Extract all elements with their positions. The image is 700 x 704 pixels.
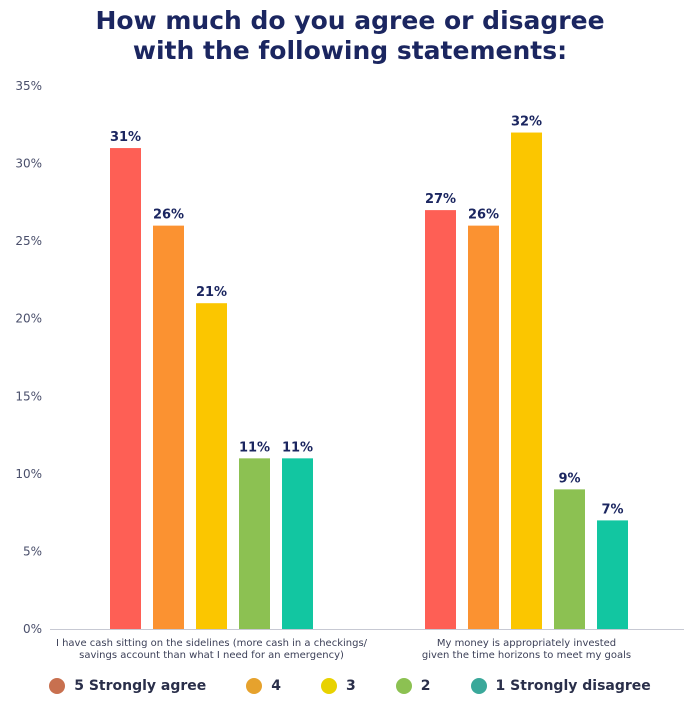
bar bbox=[282, 458, 313, 629]
bars bbox=[110, 132, 628, 630]
bar bbox=[425, 210, 456, 629]
legend-item: 1 Strongly disagree bbox=[470, 678, 651, 694]
y-tick-label: 0% bbox=[23, 622, 42, 636]
data-label: 31% bbox=[110, 130, 141, 145]
legend: 5 Strongly agree 4 3 2 1 Strongly disagree bbox=[0, 672, 700, 700]
y-tick-label: 5% bbox=[23, 544, 42, 558]
legend-label: 1 Strongly disagree bbox=[495, 678, 651, 694]
data-label: 26% bbox=[468, 208, 499, 223]
data-label: 32% bbox=[511, 115, 542, 130]
legend-swatch bbox=[246, 678, 263, 694]
data-label: 11% bbox=[239, 440, 270, 455]
legend-item: 3 bbox=[321, 678, 356, 694]
legend-item: 5 Strongly agree bbox=[49, 678, 206, 694]
category-label: savings account than what I need for an … bbox=[79, 650, 344, 661]
legend-swatch bbox=[470, 678, 487, 694]
legend-label: 4 bbox=[271, 678, 282, 694]
chart-title: How much do you agree or disagree with t… bbox=[0, 6, 700, 66]
bar bbox=[110, 148, 141, 630]
legend-swatch bbox=[49, 678, 66, 694]
data-label: 26% bbox=[153, 208, 184, 223]
bar bbox=[511, 132, 542, 630]
data-label: 21% bbox=[196, 285, 227, 300]
legend-swatch bbox=[395, 678, 412, 694]
chart-title-line-1: How much do you agree or disagree bbox=[95, 6, 605, 35]
bar bbox=[468, 225, 499, 629]
legend-label: 2 bbox=[420, 678, 431, 694]
bar bbox=[196, 303, 227, 629]
legend-label: 5 Strongly agree bbox=[74, 678, 207, 694]
bar-chart: 0% 5% 10% 15% 20% 25% 30% 35% 31% 26% 21% 11% 11% 27… bbox=[15, 79, 684, 661]
legend-item: 4 bbox=[246, 678, 281, 694]
y-tick-label: 10% bbox=[15, 467, 42, 481]
category-label: given the time horizons to meet my goals bbox=[422, 650, 631, 661]
y-tick-label: 25% bbox=[15, 234, 42, 248]
bar bbox=[153, 225, 184, 629]
bar bbox=[554, 489, 585, 629]
chart-title-line-2: with the following statements: bbox=[132, 36, 568, 65]
x-axis: I have cash sitting on the sidelines (mo… bbox=[50, 629, 684, 661]
category-label: My money is appropriately invested bbox=[437, 638, 616, 649]
bar bbox=[597, 520, 628, 629]
data-label: 7% bbox=[601, 502, 623, 517]
y-axis: 0% 5% 10% 15% 20% 25% 30% 35% bbox=[15, 79, 42, 636]
legend-label: 3 bbox=[346, 678, 356, 694]
data-label: 9% bbox=[558, 471, 580, 486]
category-label: I have cash sitting on the sidelines (mo… bbox=[56, 638, 368, 649]
bar bbox=[239, 458, 270, 629]
y-tick-label: 35% bbox=[15, 79, 42, 93]
data-label: 11% bbox=[282, 440, 313, 455]
data-label: 27% bbox=[425, 192, 456, 207]
legend-swatch bbox=[321, 678, 338, 694]
data-labels: 31% 26% 21% 11% 11% 27% 26% 32% 9% 7% bbox=[110, 115, 624, 518]
y-tick-label: 30% bbox=[15, 157, 42, 171]
y-tick-label: 15% bbox=[15, 389, 42, 403]
y-tick-label: 20% bbox=[15, 312, 42, 326]
legend-item: 2 bbox=[395, 678, 431, 694]
